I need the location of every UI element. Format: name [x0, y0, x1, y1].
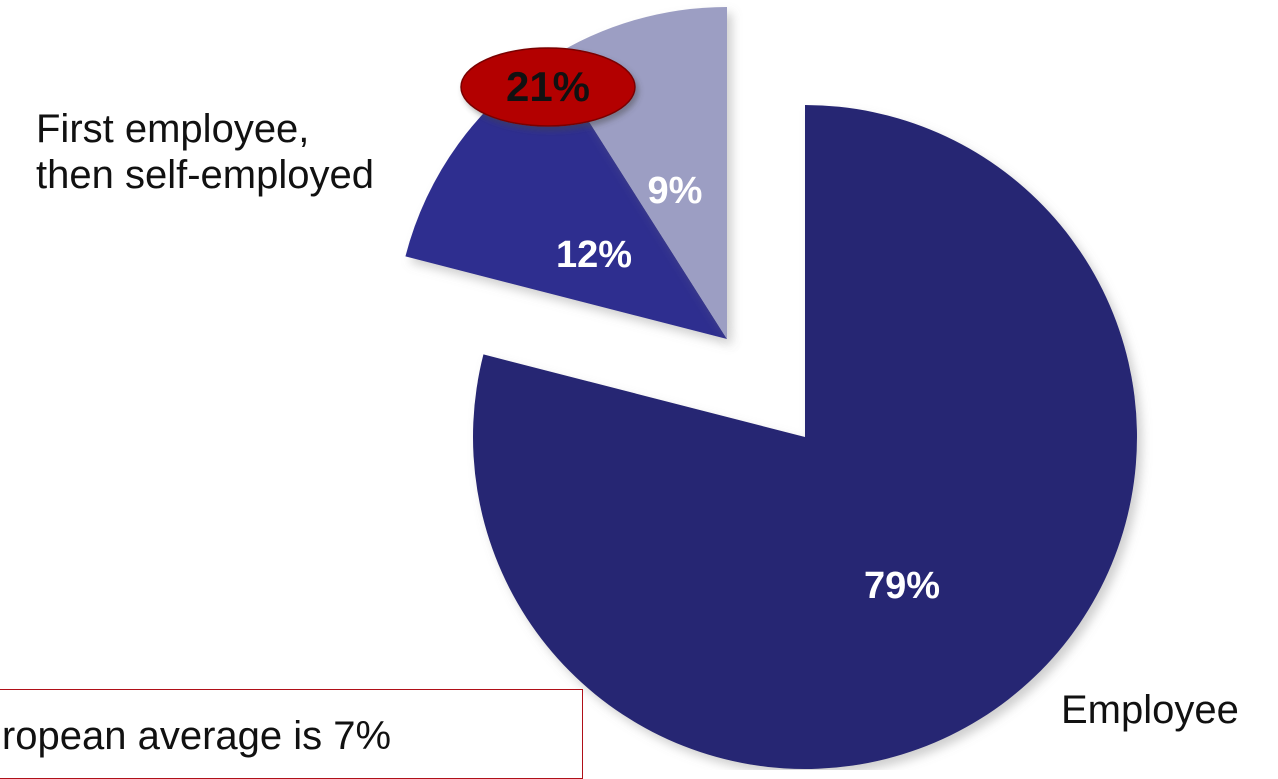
slice-employee [472, 105, 1137, 769]
note-text: European average is 7% [0, 714, 392, 758]
data-label-employee: 79% [864, 565, 940, 607]
data-label-first-employee-then-self-employed: 12% [556, 234, 632, 276]
note-box: European average is 7% [0, 689, 583, 779]
left-category-label: First employee, then self-employed [36, 107, 374, 198]
pie-data-labels: 79% 12% 9% [556, 170, 940, 607]
highlight-group: 21% [460, 47, 636, 127]
highlight-oval [460, 47, 636, 127]
left-category-label-line-1: First employee, [36, 107, 310, 151]
left-category-label-line-1: First employee, then self-employed [36, 107, 374, 198]
slice-first-employee-then-self-employed [405, 58, 727, 339]
data-label-other: 9% [648, 170, 703, 212]
employee-category-label: Employee [1061, 688, 1239, 732]
highlight-label: 21% [506, 63, 590, 110]
left-category-label-line-2: then self-employed [36, 152, 374, 197]
